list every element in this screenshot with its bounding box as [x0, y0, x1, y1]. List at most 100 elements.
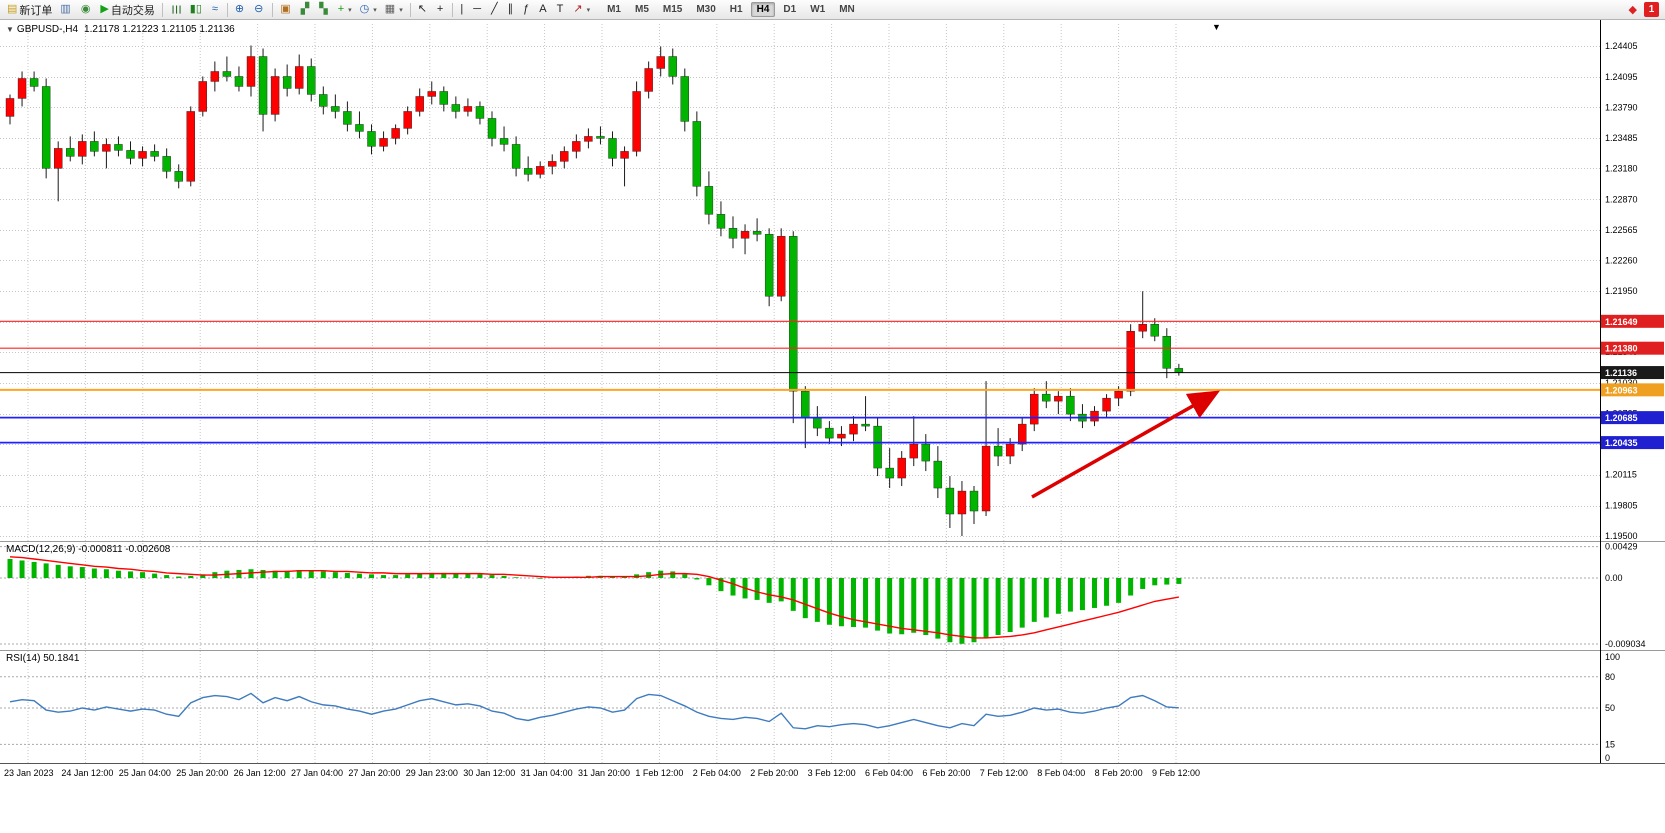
timeframe-m30-button[interactable]: M30: [696, 4, 716, 15]
rsi-axis[interactable]: 100 80 50 15 0: [1605, 652, 1620, 763]
zoom-out-icon: ⊖: [254, 3, 264, 15]
shapes-button[interactable]: ↗ ▾: [570, 1, 593, 18]
svg-text:29 Jan 23:00: 29 Jan 23:00: [406, 768, 458, 778]
chart-background: [0, 20, 1665, 833]
cascade-button[interactable]: ▚: [316, 1, 332, 18]
price-axis[interactable]: 1.24405 1.24095 1.23790 1.23485 1.23180 1.228…: [1601, 41, 1664, 541]
timeframe-w1-button[interactable]: W1: [810, 4, 826, 15]
svg-text:1.20963: 1.20963: [1605, 385, 1638, 395]
svg-text:50: 50: [1605, 703, 1615, 713]
svg-text:-0.009034: -0.009034: [1605, 639, 1646, 649]
svg-text:100: 100: [1605, 652, 1620, 662]
add-indicator-icon: +: [337, 3, 345, 15]
svg-text:1.23485: 1.23485: [1605, 133, 1638, 143]
timeframe-m15-button[interactable]: M15: [662, 4, 683, 15]
main-toolbar: ▤ 新订单 ▥ ◉ ▶ 自动交易 ☰ ▮▯ ≈ ⊕ ⊖ ▣ ▞ ▚ + ▾ ◷ ▾ ▦ ▾ ↖ + | ─ ╱ ∥ ƒ A T ↗ ▾ M1 M…: [0, 0, 1665, 20]
timeframe-h4-button[interactable]: H4: [750, 2, 776, 17]
timeframe-toolbar: M1 M5 M15 M30 H1 H4 D1 W1 MN: [600, 2, 862, 17]
dropdown-caret-icon: ▾: [348, 6, 352, 14]
order-ticket-icon: ▤: [7, 3, 18, 15]
time-axis[interactable]: 23 Jan 2023 24 Jan 12:00 25 Jan 04:00 25 Ja…: [4, 768, 1200, 778]
vertical-line-button[interactable]: |: [457, 1, 468, 18]
chart-window-icon: ▥: [60, 3, 71, 15]
zoom-out-button[interactable]: ⊖: [251, 1, 268, 18]
horizontal-line-icon: ─: [473, 3, 482, 15]
label-button[interactable]: T: [554, 1, 569, 18]
template-button[interactable]: ▦ ▾: [382, 1, 406, 18]
text-icon: A: [539, 3, 547, 15]
svg-text:9 Feb 12:00: 9 Feb 12:00: [1152, 768, 1200, 778]
svg-text:7 Feb 12:00: 7 Feb 12:00: [980, 768, 1028, 778]
timeframe-mn-button[interactable]: MN: [839, 4, 855, 15]
notifications-badge[interactable]: 1: [1644, 2, 1659, 17]
text-button[interactable]: A: [536, 1, 551, 18]
ohlc-bars-icon: ☰: [169, 4, 182, 15]
cursor-icon: ↖: [417, 3, 427, 15]
indicators-button[interactable]: + ▾: [335, 1, 355, 18]
timeframe-m5-button[interactable]: M5: [634, 4, 649, 15]
svg-text:26 Jan 12:00: 26 Jan 12:00: [234, 768, 286, 778]
auto-arrange-icon: ▞: [300, 3, 310, 15]
period-button[interactable]: ◷ ▾: [357, 1, 380, 18]
channel-button[interactable]: ∥: [505, 1, 519, 18]
new-order-button[interactable]: ▤ 新订单: [4, 1, 55, 18]
timeframe-m1-button[interactable]: M1: [607, 4, 621, 15]
trend-arrow[interactable]: [1031, 390, 1221, 499]
toolbar-separator: [452, 2, 454, 17]
svg-text:25 Jan 20:00: 25 Jan 20:00: [176, 768, 228, 778]
trendline-button[interactable]: ╱: [488, 1, 503, 18]
zoom-in-icon: ⊕: [234, 3, 245, 15]
line-chart-button[interactable]: ≈: [209, 1, 223, 18]
cursor-button[interactable]: ↖: [415, 1, 432, 18]
vertical-line-icon: |: [460, 3, 464, 15]
svg-text:6 Feb 20:00: 6 Feb 20:00: [922, 768, 970, 778]
resistance-line-1-tag[interactable]: [1601, 314, 1664, 328]
svg-text:8 Feb 20:00: 8 Feb 20:00: [1095, 768, 1143, 778]
macd-axis[interactable]: 0.00429 0.00 -0.009034: [1605, 542, 1646, 649]
tile-windows-button[interactable]: ▣: [277, 1, 295, 18]
chart-window-button[interactable]: ▥: [57, 1, 75, 18]
community-button[interactable]: ◆: [1626, 1, 1640, 18]
svg-text:1.20435: 1.20435: [1605, 438, 1638, 448]
channel-icon: ∥: [507, 3, 514, 15]
data-feed-button[interactable]: ◉: [78, 1, 96, 18]
zoom-in-button[interactable]: ⊕: [232, 1, 249, 18]
support-line-2-tag[interactable]: [1601, 436, 1664, 450]
svg-text:31 Jan 04:00: 31 Jan 04:00: [521, 768, 573, 778]
svg-text:1.20115: 1.20115: [1605, 470, 1637, 480]
svg-text:1.23790: 1.23790: [1605, 102, 1638, 112]
horizontal-line-button[interactable]: ─: [470, 1, 486, 18]
timeframe-h1-button[interactable]: H1: [729, 4, 743, 15]
svg-text:1.21030: 1.21030: [1605, 378, 1638, 388]
fibonacci-icon: ƒ: [523, 3, 530, 15]
current-price-line-tag[interactable]: [1601, 366, 1664, 380]
svg-text:1.21380: 1.21380: [1605, 344, 1638, 354]
trendline-icon: ╱: [491, 3, 498, 15]
dropdown-caret-icon: ▾: [373, 6, 377, 14]
macd-panel: [0, 546, 1600, 645]
svg-text:80: 80: [1605, 672, 1615, 682]
new-order-button-label: 新订单: [19, 4, 53, 17]
auto-trading-button[interactable]: ▶ 自动交易: [97, 1, 157, 18]
svg-text:31 Jan 20:00: 31 Jan 20:00: [578, 768, 630, 778]
svg-text:1.24095: 1.24095: [1605, 72, 1638, 82]
svg-text:2 Feb 04:00: 2 Feb 04:00: [693, 768, 741, 778]
data-feed-icon: ◉: [80, 3, 91, 15]
pivot-line-tag[interactable]: [1601, 383, 1664, 397]
support-line-1-tag[interactable]: [1601, 411, 1664, 425]
fibonacci-button[interactable]: ƒ: [520, 1, 534, 18]
bar-chart-button[interactable]: ☰: [167, 1, 185, 18]
play-icon: ▶: [100, 3, 109, 15]
auto-arrange-button[interactable]: ▞: [298, 1, 314, 18]
svg-text:1.21649: 1.21649: [1605, 317, 1638, 327]
timeframe-d1-button[interactable]: D1: [783, 4, 797, 15]
crosshair-button[interactable]: +: [434, 1, 448, 18]
community-icon: ◆: [1628, 4, 1637, 16]
resistance-line-2-tag[interactable]: [1601, 341, 1664, 355]
toolbar-separator: [226, 2, 228, 17]
auto-trading-button-label: 自动交易: [110, 4, 155, 17]
svg-text:1.23180: 1.23180: [1605, 163, 1638, 173]
candlestick-button[interactable]: ▮▯: [187, 1, 207, 18]
